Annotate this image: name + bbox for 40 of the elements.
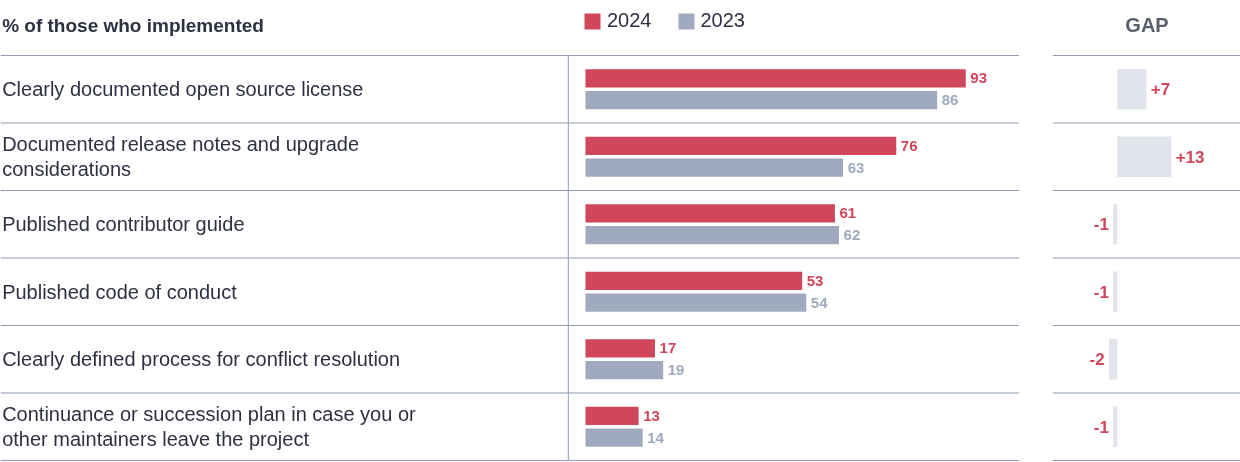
data-label: 63: [847, 158, 865, 176]
y-tick-label: Published contributor guide: [2, 213, 245, 236]
bar: [585, 158, 844, 177]
data-label: 17: [659, 339, 677, 357]
data-label: -1: [1093, 417, 1109, 437]
data-label: -1: [1093, 282, 1109, 302]
y-tick-label: Documented release notes and upgrade considerations: [2, 133, 360, 181]
bar: [585, 339, 655, 358]
data-label: 93: [970, 69, 988, 87]
bar: [585, 204, 835, 223]
y-tick-label: Clearly defined process for conflict resolution: [2, 348, 401, 371]
y-tick-label: Published code of conduct: [2, 280, 238, 303]
legend-label: 2023: [700, 9, 745, 32]
bar: [585, 360, 664, 380]
bar: [585, 90, 938, 110]
data-label: 14: [647, 428, 665, 446]
y-tick-label: Continuance or succession plan in case you or other maintainers leave the project: [2, 403, 417, 451]
data-label: 76: [900, 136, 918, 154]
bar: [585, 406, 639, 426]
data-label: 13: [643, 406, 660, 424]
data-label: 54: [810, 293, 829, 311]
bar: [585, 293, 807, 312]
bar: [585, 428, 643, 447]
data-label: 53: [806, 271, 824, 289]
bar: [585, 136, 897, 156]
data-label: +7: [1150, 80, 1171, 100]
bar: [585, 271, 803, 291]
data-label: 19: [667, 361, 685, 379]
bar: [585, 69, 966, 88]
y-tick-label: Clearly documented open source license: [2, 78, 364, 101]
data-label: -1: [1093, 215, 1109, 235]
bar: [585, 225, 840, 245]
data-label: -2: [1089, 350, 1105, 370]
legend-label: 2024: [607, 9, 652, 32]
data-label: 62: [843, 226, 861, 244]
data-label: +13: [1175, 147, 1205, 167]
chart-title: GAP: [1125, 14, 1169, 37]
data-label: 86: [941, 91, 959, 109]
text: % of those who implemented: [2, 14, 264, 36]
data-label: 61: [839, 204, 857, 222]
